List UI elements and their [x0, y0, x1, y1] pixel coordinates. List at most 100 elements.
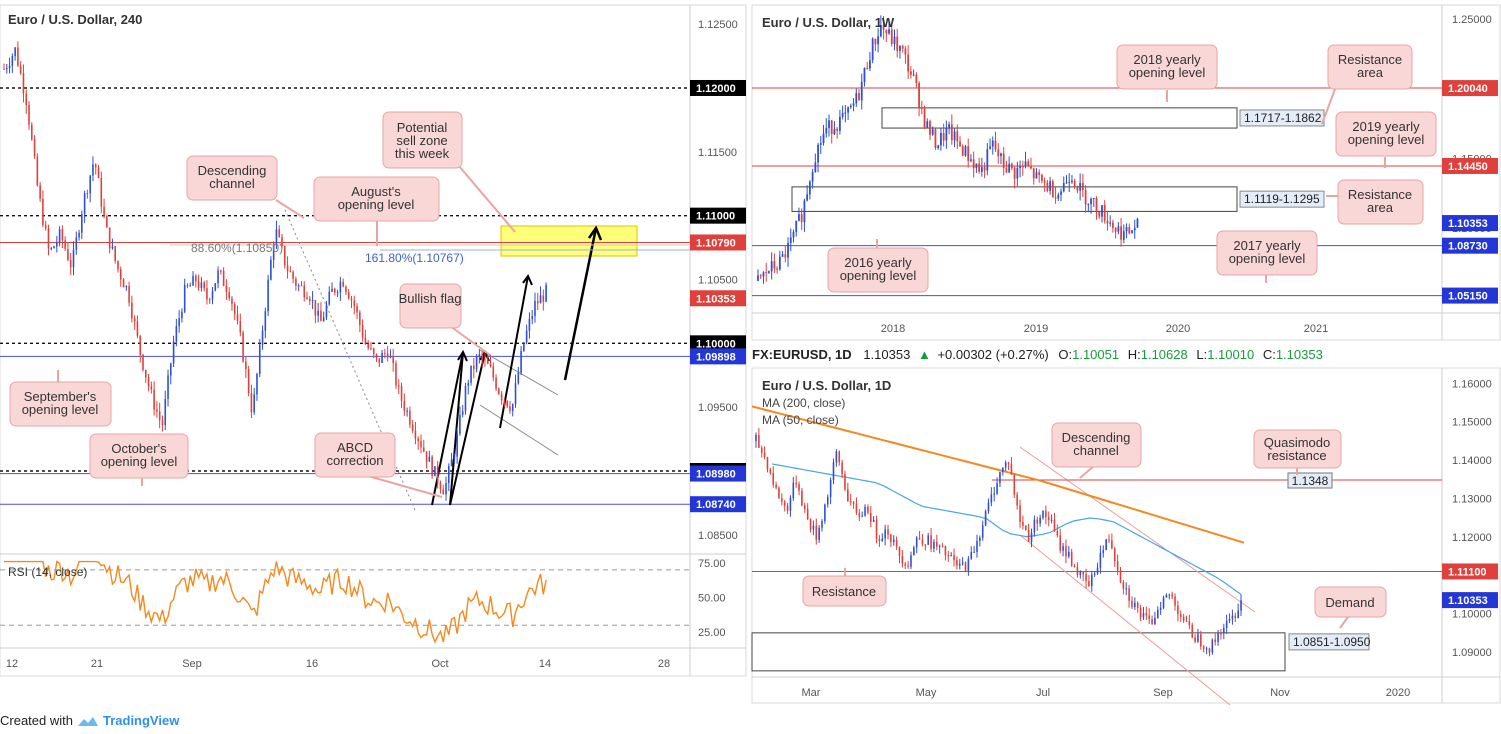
weekly-title: Euro / U.S. Dollar, 1W	[762, 15, 895, 30]
callout-demand[interactable]: Demand	[1314, 586, 1387, 629]
daily-candle	[1162, 597, 1165, 608]
daily-candle	[887, 529, 889, 535]
h4-candle	[103, 206, 105, 217]
daily-candle	[783, 501, 786, 506]
callout-line: Descending	[198, 163, 267, 178]
daily-candle	[1059, 535, 1062, 551]
daily-drawings	[992, 446, 1442, 706]
h4-candle	[33, 139, 36, 157]
h4-candle	[186, 284, 189, 287]
callout-quasimodo-resistance[interactable]: Quasimodo resistance	[1253, 429, 1342, 475]
weekly-candle	[800, 214, 803, 223]
footer-brand[interactable]: TradingView	[102, 713, 180, 728]
c-value: 1.10353	[1276, 347, 1323, 362]
h4-candle	[142, 354, 144, 370]
weekly-candle	[830, 120, 833, 135]
weekly-candle	[950, 124, 953, 141]
callout-resistance-area-mid[interactable]: Resistance area	[1326, 179, 1424, 225]
h4-y-tick: 1.09500	[698, 402, 738, 414]
daily-candle	[1208, 648, 1211, 653]
channel-upper-line	[1019, 446, 1256, 613]
callout-resistance-area-top[interactable]: Resistance area	[1321, 44, 1413, 125]
footer: Created with TradingView	[0, 713, 179, 728]
h4-candle	[478, 354, 481, 357]
daily-candle	[993, 493, 996, 495]
callout-octobers-opening[interactable]: October's opening level	[89, 433, 189, 486]
daily-candle	[781, 498, 783, 502]
h4-candle	[272, 244, 275, 260]
h4-price-label: 1.08740	[696, 499, 736, 511]
h4-candle	[100, 178, 103, 207]
daily-candle	[1128, 588, 1130, 601]
daily-zones: 1.0851-1.0950	[751, 632, 1371, 672]
callout-resistance[interactable]: Resistance	[802, 568, 887, 607]
callout-bullish-flag[interactable]: Bullish flag	[399, 283, 491, 356]
h4-candle	[156, 409, 158, 412]
h4-candle	[153, 389, 155, 410]
h4-candle	[356, 306, 358, 313]
weekly-zones: 1.1717-1.1862 1.1119-1.1295	[791, 107, 1325, 212]
h4-candle	[69, 259, 72, 268]
callout-line: Bullish flag	[399, 291, 462, 306]
h4-candle	[331, 288, 333, 292]
callout-septembers-opening[interactable]: September's opening level	[9, 370, 112, 427]
daily-candle	[904, 563, 907, 566]
daily-y-tick: 1.14000	[1452, 455, 1492, 467]
callout-box	[1337, 179, 1424, 225]
weekly-price-label: 1.10353	[1448, 218, 1488, 230]
h4-candle	[392, 356, 394, 364]
callout-line: opening level	[338, 197, 415, 212]
callout-line: area	[1367, 200, 1394, 215]
callout-line: September's	[24, 389, 97, 404]
callout-2016-yearly-opening[interactable]: 2016 yearly opening level	[827, 239, 929, 293]
callout-line: ABCD	[337, 440, 373, 455]
callout-descending-channel-daily[interactable]: Descending channel	[1051, 422, 1142, 479]
daily-candle	[1200, 634, 1202, 647]
h4-candle	[75, 237, 78, 250]
callout-descending-channel[interactable]: Descending channel	[186, 155, 305, 219]
daily-candle	[967, 558, 970, 571]
flag-upper-line	[479, 349, 559, 396]
weekly-candle	[1000, 153, 1002, 157]
daily-candle	[1030, 532, 1033, 542]
callout-2018-yearly-opening[interactable]: 2018 yearly opening level	[1116, 44, 1218, 102]
ma200-line	[751, 405, 1245, 544]
weekly-candle	[893, 36, 896, 44]
callout-2019-yearly-opening[interactable]: 2019 yearly opening level	[1335, 111, 1437, 168]
daily-candle	[1027, 530, 1030, 542]
daily-candle	[806, 509, 809, 520]
callout-augusts-opening[interactable]: August's opening level	[313, 176, 440, 246]
daily-candle	[958, 563, 961, 566]
callout-2017-yearly-opening[interactable]: 2017 yearly opening level	[1216, 230, 1318, 283]
h4-candle	[397, 385, 400, 387]
weekly-candle	[1095, 197, 1098, 212]
callout-potential-sell-zone[interactable]: Potential sell zone this week	[382, 111, 516, 233]
fib-1618-label: 161.80%(1.10767)	[365, 251, 464, 265]
rsi-label: RSI (14, close)	[8, 565, 87, 579]
daily-candle	[1148, 615, 1150, 619]
daily-candle	[1165, 594, 1168, 598]
weekly-candle	[1051, 181, 1054, 198]
h4-candle	[286, 265, 289, 272]
daily-candle	[1228, 619, 1231, 621]
daily-panel-frame	[751, 367, 1501, 704]
h4-x-tick: 12	[6, 658, 18, 670]
callout-text: Descending channel	[198, 163, 267, 191]
daily-candle	[760, 447, 763, 453]
h4-candle	[317, 310, 319, 316]
callout-text: Potential sell zone this week	[395, 120, 450, 161]
weekly-candle	[888, 29, 890, 34]
h4-candle	[106, 216, 108, 228]
callout-abcd-correction[interactable]: ABCD correction	[314, 432, 443, 498]
daily-candle	[875, 520, 878, 539]
weekly-candle	[1043, 180, 1046, 183]
h4-candle	[147, 377, 150, 387]
daily-candle	[1159, 607, 1162, 610]
sell-zone-rect[interactable]	[500, 225, 638, 257]
h4-candle	[361, 325, 364, 338]
weekly-candle	[1073, 180, 1076, 188]
h4-candle	[117, 260, 119, 270]
sell-zone[interactable]	[500, 225, 638, 257]
daily-candle	[1056, 530, 1059, 536]
